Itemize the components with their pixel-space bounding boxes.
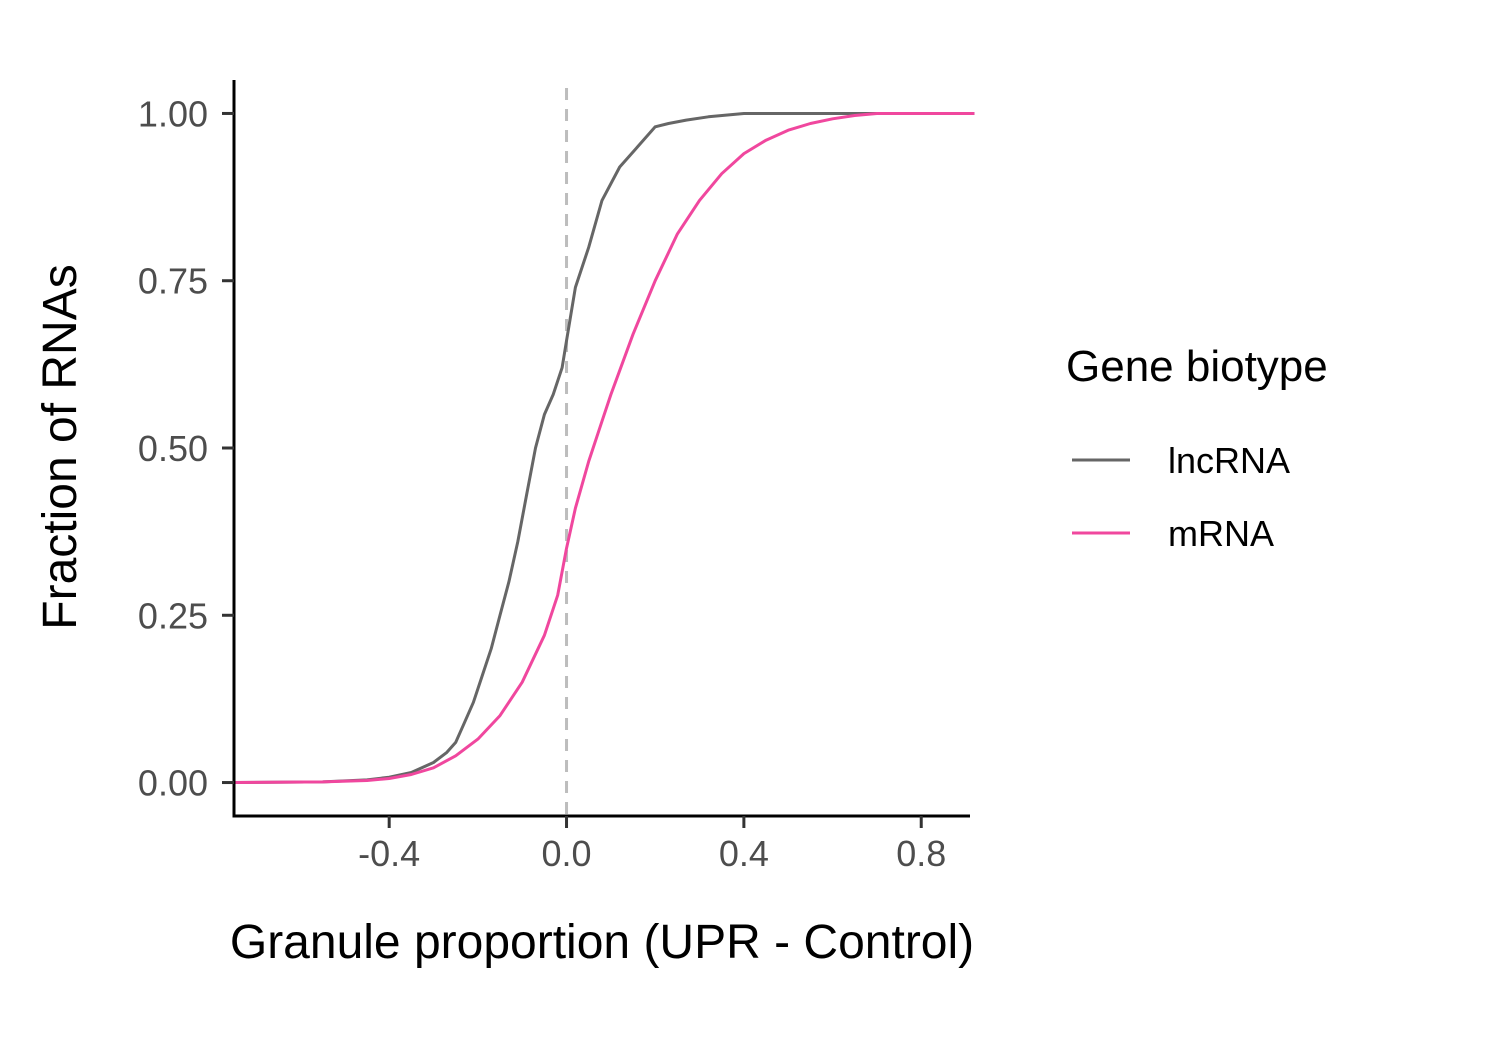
- series-line-lncrna: [233, 112, 975, 784]
- x-tick-label: 0.4: [719, 833, 769, 874]
- x-tick-label: 0.0: [542, 833, 592, 874]
- x-tick-label: 0.8: [896, 833, 946, 874]
- legend-label-lncrna: lncRNA: [1168, 440, 1290, 481]
- axes-layer: [232, 80, 970, 818]
- legend-items: lncRNA mRNA: [1072, 440, 1290, 554]
- y-ticks: 0.00 0.25 0.50 0.75 1.00: [138, 93, 234, 804]
- y-tick-label: 1.00: [138, 93, 208, 134]
- legend-label-mrna: mRNA: [1168, 513, 1274, 554]
- legend: Gene biotype lncRNA mRNA: [1066, 342, 1328, 554]
- y-tick-label: 0.00: [138, 763, 208, 804]
- series-line-mrna: [233, 112, 975, 784]
- y-axis-title: Fraction of RNAs: [34, 264, 87, 629]
- y-tick-label: 0.75: [138, 261, 208, 302]
- x-ticks: -0.4 0.0 0.4 0.8: [358, 816, 946, 874]
- series-layer: [233, 112, 975, 784]
- x-tick-label: -0.4: [358, 833, 420, 874]
- legend-title: Gene biotype: [1066, 342, 1328, 391]
- x-axis-title: Granule proportion (UPR - Control): [230, 916, 974, 969]
- y-tick-label: 0.25: [138, 595, 208, 636]
- y-tick-label: 0.50: [138, 428, 208, 469]
